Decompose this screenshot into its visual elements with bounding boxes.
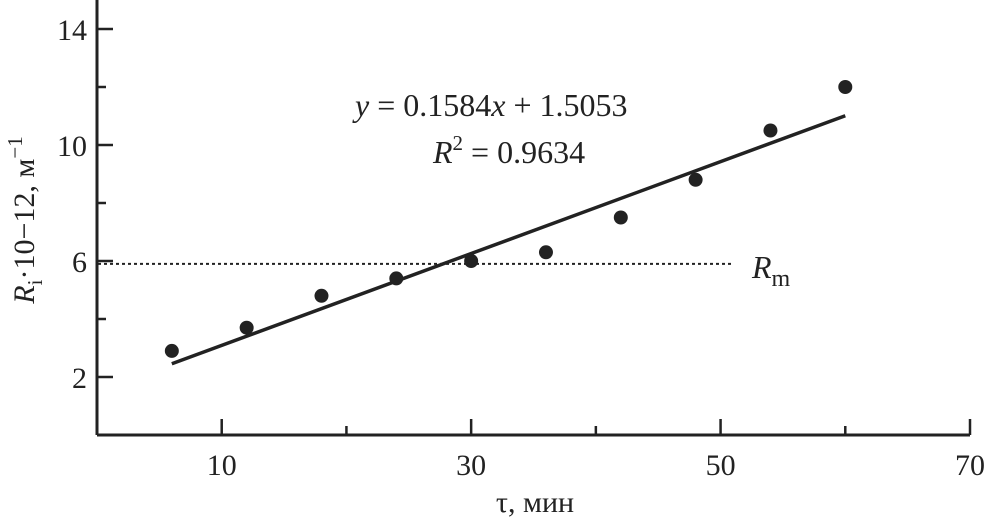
- data-point-0-4: [464, 254, 479, 268]
- data-point-0-0: [164, 343, 179, 358]
- r-squared-exponent: 2: [453, 131, 464, 155]
- equation-coef: = 0.1584: [369, 87, 491, 123]
- reference-label-sub: m: [772, 266, 791, 292]
- y-title-exp: −12: [8, 193, 41, 240]
- r-squared-value: = 0.9634: [463, 134, 585, 170]
- y-title-unit-sup: −1: [3, 136, 27, 158]
- data-point-0-8: [763, 123, 778, 138]
- y-title-ten: ·10: [8, 240, 41, 280]
- y-tick-label-14: 14: [57, 14, 87, 47]
- y-title-unit: , м: [8, 159, 41, 193]
- y-title-r: R: [8, 285, 41, 304]
- axes: [95, 0, 970, 437]
- reference-label-r: R: [751, 249, 772, 285]
- reference-line-label: Rm: [751, 249, 791, 292]
- r-squared-r: R: [432, 134, 453, 170]
- equation-y: y: [352, 87, 370, 123]
- x-tick-label-10: 10: [207, 449, 237, 482]
- x-tick-label-70: 70: [955, 449, 985, 482]
- equation-x: x: [490, 87, 505, 123]
- data-point-0-1: [239, 320, 254, 335]
- trendline-equation: y = 0.1584x + 1.5053: [352, 87, 628, 123]
- y-axis-title: Ri·10−12, м−1: [3, 136, 47, 304]
- data-point-0-3: [389, 271, 404, 286]
- trendline: [171, 114, 846, 366]
- y-tick-label-10: 10: [57, 130, 87, 163]
- data-point-0-5: [538, 245, 553, 260]
- y-tick-label-6: 6: [72, 246, 87, 279]
- ticks: 10 30 50 70 2 6 10 14: [57, 14, 985, 482]
- y-tick-label-2: 2: [72, 362, 87, 395]
- data-points: [164, 80, 853, 358]
- y-title-sub: i: [23, 279, 47, 285]
- data-point-0-7: [688, 172, 703, 187]
- data-point-0-9: [838, 80, 853, 94]
- data-point-0-2: [314, 288, 329, 303]
- data-point-0-6: [613, 210, 628, 225]
- x-tick-label-30: 30: [456, 449, 486, 482]
- equation-intercept: + 1.5053: [505, 87, 627, 123]
- r-squared-label: R2 = 0.9634: [432, 131, 585, 170]
- x-tick-label-50: 50: [706, 449, 736, 482]
- trendline-group: [171, 114, 846, 366]
- x-axis-title: τ, мин: [496, 486, 574, 519]
